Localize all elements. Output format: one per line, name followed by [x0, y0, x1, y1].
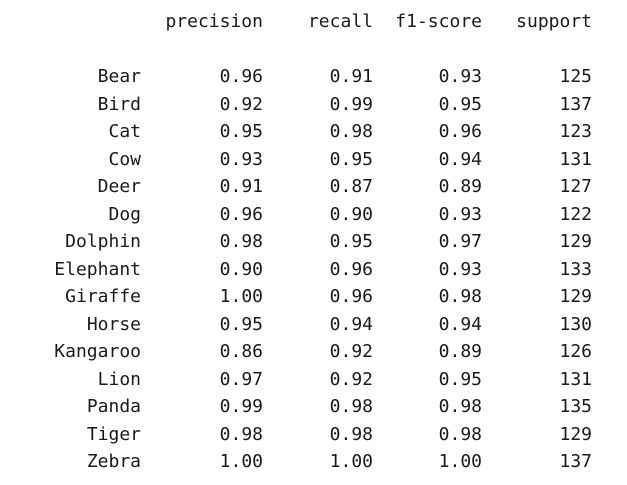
precision-value: 0.91	[219, 176, 263, 197]
support-value: 131	[559, 148, 592, 170]
class-label: Panda	[86, 396, 141, 417]
header-row: precision recall f1-score support	[0, 8, 627, 36]
report-rows: Bear 0.96 0.91 0.93 125 Bird 0.92 0.99 0.95 137 Ca…	[0, 63, 627, 476]
recall-value: 0.94	[329, 313, 373, 335]
class-label: Tiger	[86, 423, 141, 445]
support-value: 135	[559, 396, 592, 417]
table-row: Kangaroo 0.86 0.92 0.89 126	[0, 338, 627, 366]
support-value: 129	[559, 286, 592, 307]
class-label: Giraffe	[65, 286, 141, 307]
f1-score-value: 0.89	[438, 341, 482, 362]
support-value: 137	[559, 451, 592, 472]
precision-value: 0.98	[219, 423, 263, 445]
support-value: 133	[559, 258, 592, 280]
header-recall: recall	[307, 11, 373, 32]
classification-report: precision recall f1-score support Bear 0.…	[0, 8, 627, 476]
class-label: Deer	[97, 176, 141, 197]
f1-score-value: 0.97	[438, 231, 482, 252]
table-row: Cat 0.95 0.98 0.96 123	[0, 118, 627, 146]
f1-score-value: 0.93	[438, 66, 482, 87]
recall-value: 0.98	[329, 121, 373, 142]
f1-score-value: 0.96	[438, 121, 482, 142]
precision-value: 0.92	[219, 93, 263, 115]
class-label: Lion	[97, 368, 141, 390]
f1-score-value: 0.93	[438, 203, 482, 225]
table-row: Bird 0.92 0.99 0.95 137	[0, 91, 627, 119]
f1-score-value: 0.93	[438, 258, 482, 280]
class-label: Bird	[97, 93, 141, 115]
class-label: Bear	[97, 66, 141, 87]
precision-value: 0.86	[219, 341, 263, 362]
precision-value: 0.98	[219, 231, 263, 252]
support-value: 127	[559, 176, 592, 197]
support-value: 137	[559, 93, 592, 115]
table-row: Horse 0.95 0.94 0.94 130	[0, 311, 627, 339]
f1-score-value: 0.95	[438, 368, 482, 390]
precision-value: 0.95	[219, 121, 263, 142]
precision-value: 0.90	[219, 258, 263, 280]
class-label: Horse	[86, 313, 141, 335]
table-row: Cow 0.93 0.95 0.94 131	[0, 146, 627, 174]
header-support: support	[516, 11, 592, 32]
recall-value: 0.95	[329, 231, 373, 252]
support-value: 125	[559, 66, 592, 87]
support-value: 129	[559, 231, 592, 252]
class-label: Cow	[108, 148, 141, 170]
support-value: 122	[559, 203, 592, 225]
support-value: 126	[559, 341, 592, 362]
class-label: Cat	[108, 121, 141, 142]
f1-score-value: 0.95	[438, 93, 482, 115]
support-value: 131	[559, 368, 592, 390]
recall-value: 0.87	[329, 176, 373, 197]
class-label: Dog	[108, 203, 141, 225]
table-row: Giraffe 1.00 0.96 0.98 129	[0, 283, 627, 311]
f1-score-value: 0.98	[438, 396, 482, 417]
f1-score-value: 0.94	[438, 148, 482, 170]
table-row: Dog 0.96 0.90 0.93 122	[0, 201, 627, 229]
recall-value: 0.98	[329, 423, 373, 445]
class-label: Dolphin	[65, 231, 141, 252]
precision-value: 0.96	[219, 203, 263, 225]
header-f1-score: f1-score	[395, 11, 482, 32]
precision-value: 1.00	[219, 451, 263, 472]
recall-value: 0.96	[329, 286, 373, 307]
recall-value: 0.92	[329, 341, 373, 362]
f1-score-value: 0.98	[438, 286, 482, 307]
recall-value: 1.00	[329, 451, 373, 472]
table-row: Deer 0.91 0.87 0.89 127	[0, 173, 627, 201]
f1-score-value: 0.98	[438, 423, 482, 445]
recall-value: 0.98	[329, 396, 373, 417]
precision-value: 0.95	[219, 313, 263, 335]
table-row: Elephant 0.90 0.96 0.93 133	[0, 256, 627, 284]
precision-value: 0.93	[219, 148, 263, 170]
recall-value: 0.95	[329, 148, 373, 170]
recall-value: 0.91	[329, 66, 373, 87]
table-row: Bear 0.96 0.91 0.93 125	[0, 63, 627, 91]
recall-value: 0.96	[329, 258, 373, 280]
f1-score-value: 1.00	[438, 451, 482, 472]
precision-value: 1.00	[219, 286, 263, 307]
precision-value: 0.96	[219, 66, 263, 87]
recall-value: 0.92	[329, 368, 373, 390]
table-row: Zebra 1.00 1.00 1.00 137	[0, 448, 627, 476]
table-row: Panda 0.99 0.98 0.98 135	[0, 393, 627, 421]
recall-value: 0.90	[329, 203, 373, 225]
table-row: Lion 0.97 0.92 0.95 131	[0, 366, 627, 394]
support-value: 130	[559, 313, 592, 335]
class-label: Elephant	[54, 258, 141, 280]
class-label: Kangaroo	[54, 341, 141, 362]
support-value: 129	[559, 423, 592, 445]
class-label: Zebra	[86, 451, 141, 472]
precision-value: 0.97	[219, 368, 263, 390]
header-precision: precision	[165, 11, 263, 32]
support-value: 123	[559, 121, 592, 142]
table-row: Dolphin 0.98 0.95 0.97 129	[0, 228, 627, 256]
f1-score-value: 0.89	[438, 176, 482, 197]
f1-score-value: 0.94	[438, 313, 482, 335]
recall-value: 0.99	[329, 93, 373, 115]
table-row: Tiger 0.98 0.98 0.98 129	[0, 421, 627, 449]
precision-value: 0.99	[219, 396, 263, 417]
